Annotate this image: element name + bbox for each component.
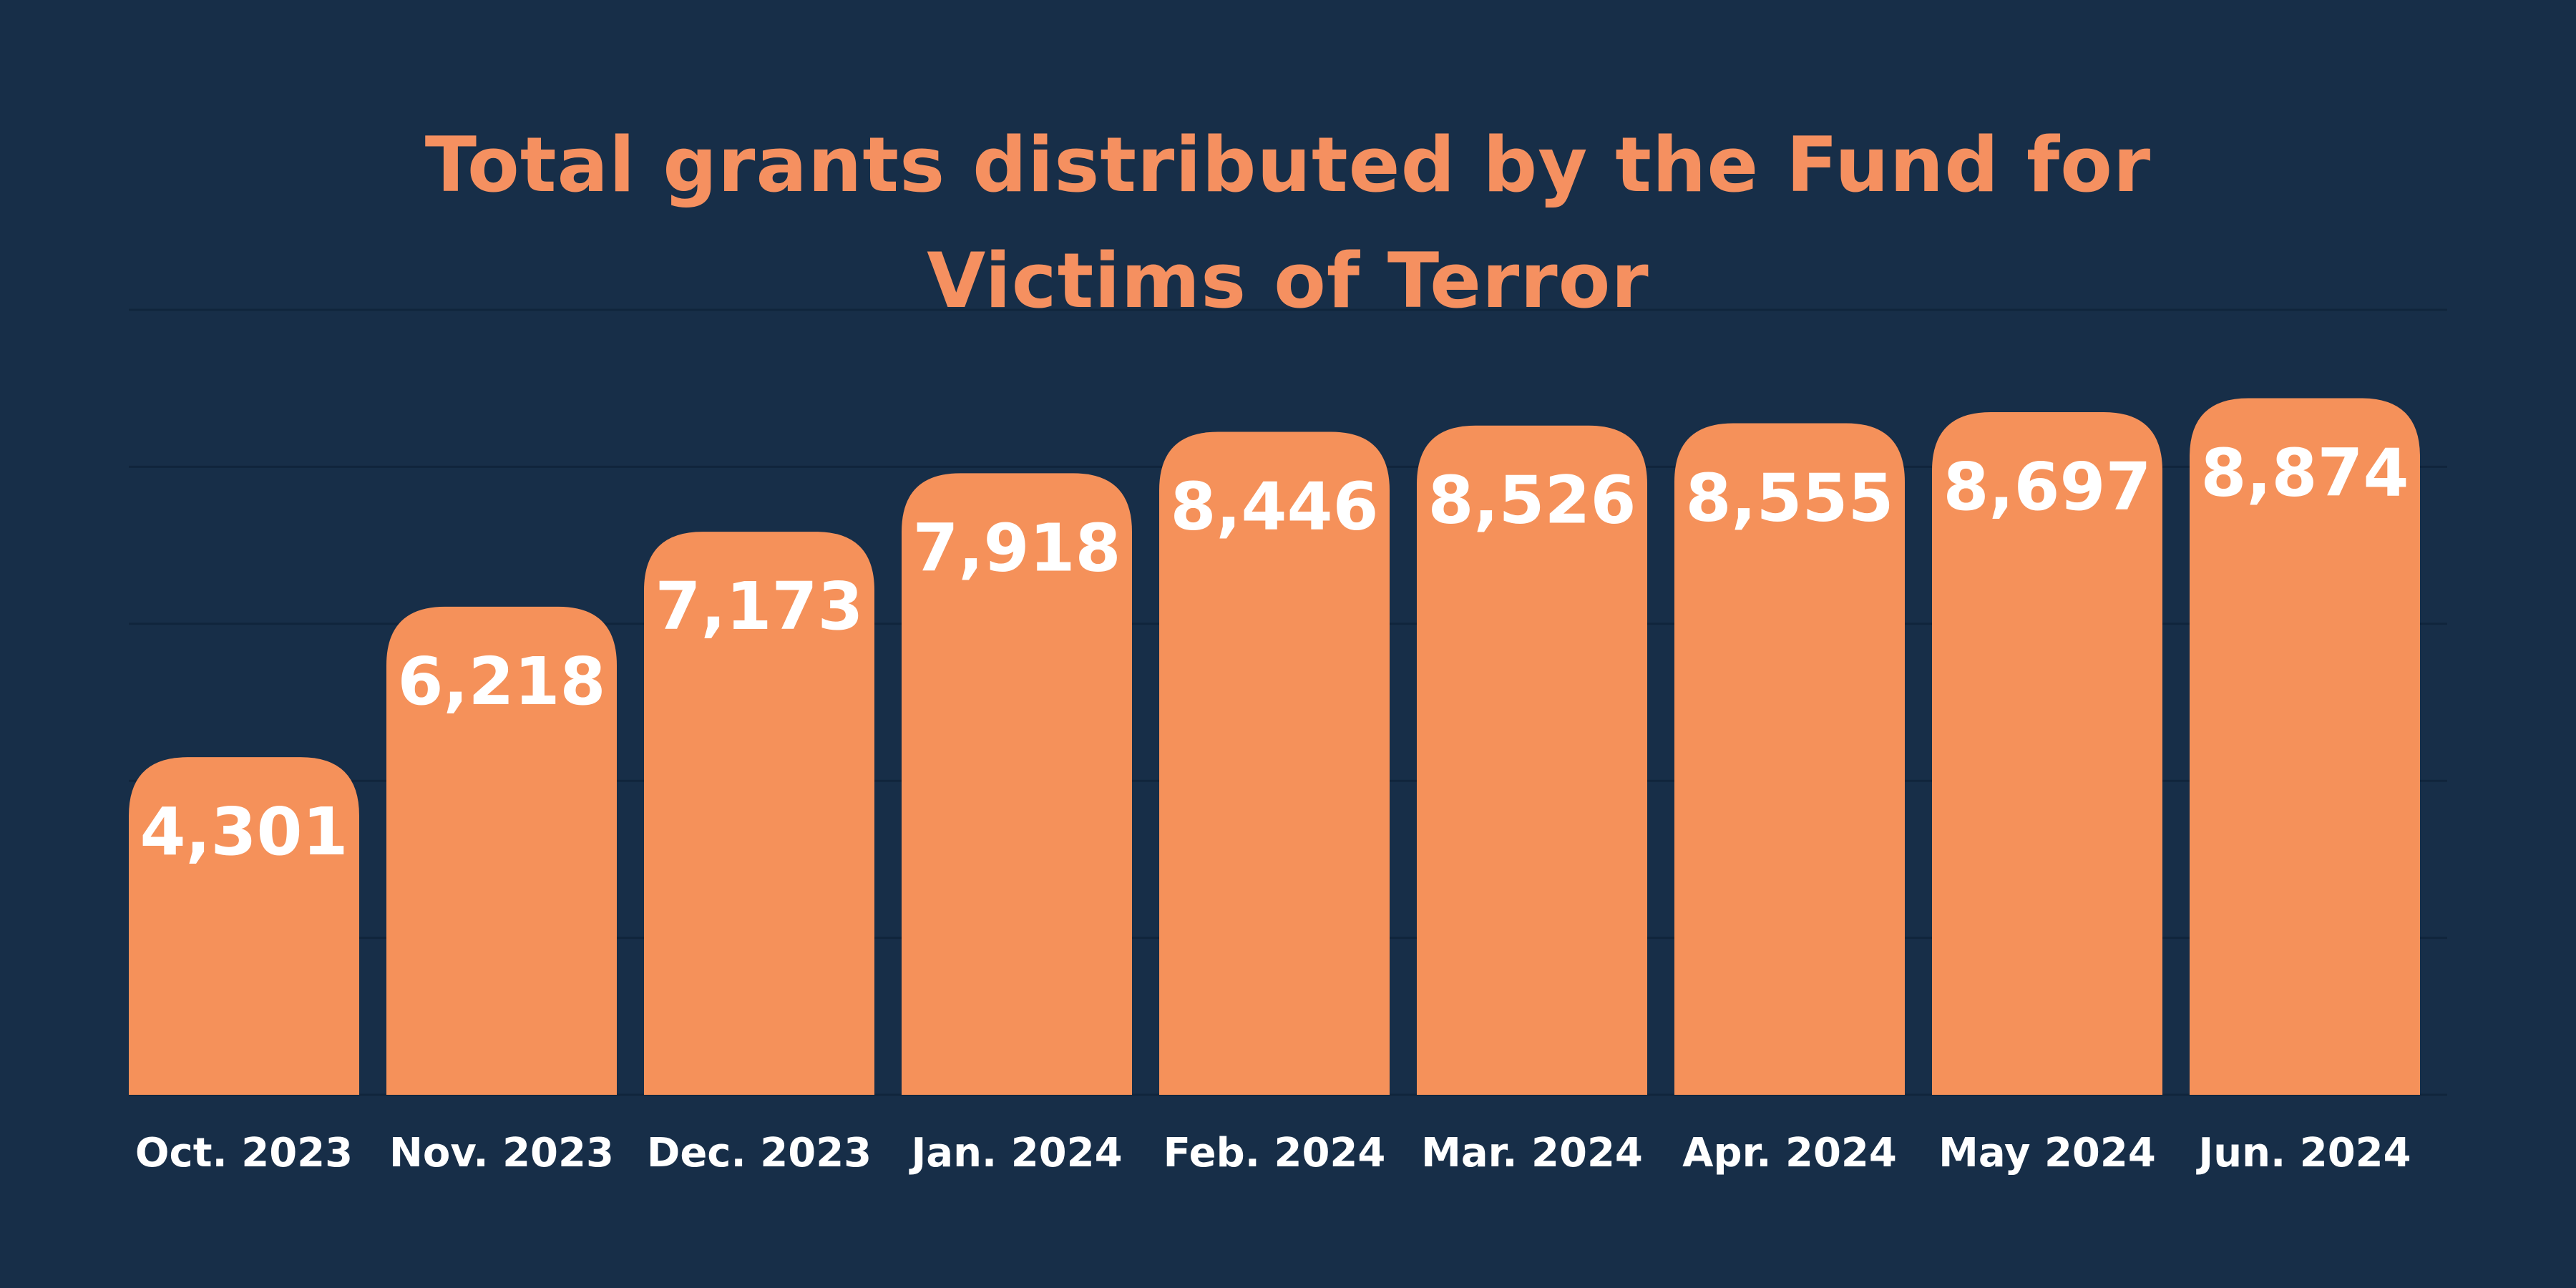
bar-4	[1159, 431, 1390, 1095]
bar-8	[2190, 398, 2420, 1095]
value-label-4: 8,446	[1170, 468, 1378, 545]
chart-title-line-1: Total grants distributed by the Fund for	[424, 121, 2152, 209]
chart-title: Total grants distributed by the Fund for…	[0, 107, 2576, 339]
bar-2	[644, 532, 874, 1095]
x-tick-label-1: Nov. 2023	[389, 1130, 614, 1176]
bar-3	[902, 473, 1132, 1095]
value-label-3: 7,918	[912, 509, 1121, 586]
x-tick-label-7: May 2024	[1938, 1130, 2156, 1176]
x-tick-label-8: Jun. 2024	[2195, 1130, 2411, 1176]
value-label-5: 8,526	[1428, 462, 1636, 539]
x-tick-label-0: Oct. 2023	[135, 1130, 353, 1176]
bars	[129, 398, 2420, 1095]
bar-1	[386, 606, 617, 1095]
bar-5	[1417, 425, 1647, 1095]
x-tick-label-4: Feb. 2024	[1163, 1130, 1386, 1176]
value-label-7: 8,697	[1943, 449, 2151, 525]
value-labels: 4,301 6,218 7,173 7,918 8,446 8,526 8,555 8,697…	[140, 435, 2409, 871]
value-label-2: 7,173	[655, 568, 863, 645]
value-label-6: 8,555	[1685, 460, 1893, 537]
value-label-1: 6,218	[397, 643, 605, 720]
x-tick-label-5: Mar. 2024	[1421, 1130, 1643, 1176]
x-tick-label-3: Jan. 2024	[908, 1130, 1122, 1176]
bar-0	[129, 757, 359, 1095]
x-tick-label-6: Apr. 2024	[1682, 1130, 1897, 1176]
x-tick-label-2: Dec. 2023	[647, 1130, 872, 1176]
value-label-8: 8,874	[2200, 435, 2409, 512]
value-label-0: 4,301	[140, 794, 348, 870]
x-axis-ticks: Oct. 2023 Nov. 2023 Dec. 2023 Jan. 2024 Feb.…	[135, 1130, 2411, 1176]
bar-6	[1674, 423, 1905, 1095]
bar-7	[1932, 411, 2162, 1095]
